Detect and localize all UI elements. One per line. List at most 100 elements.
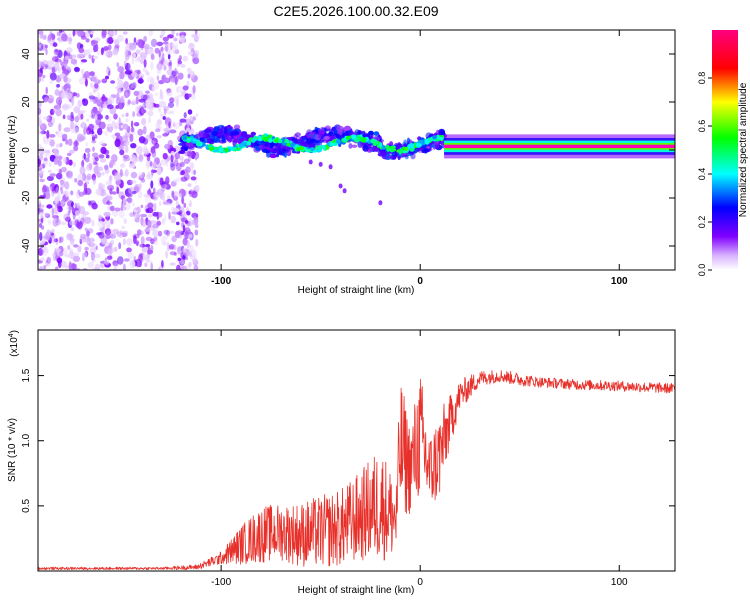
spectrogram-noise-dot: [83, 152, 86, 160]
spectrogram-noise-dot: [62, 103, 69, 111]
spectrogram-noise-dot: [160, 236, 167, 244]
spectrogram-noise-dot: [164, 128, 169, 135]
spectrogram-noise-dot: [134, 57, 139, 63]
spectrogram-noise-dot: [193, 169, 197, 175]
spectrogram-noise-dot: [180, 63, 186, 68]
spectrogram-noise-dot: [47, 219, 52, 225]
spectrogram-band-dot: [348, 130, 352, 134]
spectrogram-noise-dot: [152, 81, 159, 91]
spectrogram-band-dot: [348, 143, 353, 149]
spectrogram-noise-dot: [62, 114, 66, 120]
spectrogram-core-dot: [329, 142, 335, 147]
spectrogram-noise-dot: [166, 110, 173, 115]
spectrogram-core-dot: [410, 143, 415, 149]
spectrogram-noise-dot: [100, 188, 106, 197]
spectrogram-noise-dot: [66, 232, 73, 241]
spectrogram-core-dot: [218, 147, 224, 153]
spectrogram-noise-dot: [120, 203, 124, 212]
spectrogram-noise-dot: [110, 239, 114, 246]
spectrogram-noise-dot: [85, 157, 90, 163]
spectrogram-noise-dot: [174, 68, 177, 76]
spectrogram-noise-dot: [87, 152, 90, 159]
spectrogram-noise-dot: [109, 228, 113, 233]
spectrogram-noise-dot: [147, 110, 154, 117]
spectrogram-noise-dot: [80, 113, 84, 120]
spectrogram-band-dot: [233, 124, 241, 130]
spectrogram-core-dot: [428, 137, 433, 142]
spectrogram-noise-dot: [96, 50, 103, 56]
spectrogram-noise-dot: [106, 37, 110, 44]
spectrogram-noise-dot: [74, 252, 80, 257]
spectrogram-noise-dot: [145, 90, 150, 94]
spectrogram-noise-dot: [165, 176, 170, 185]
spectrogram-noise-dot: [63, 157, 67, 164]
spectrogram-core-dot: [241, 141, 248, 146]
spectrogram-noise-dot: [97, 166, 103, 172]
spectrogram-noise-dot: [40, 130, 47, 135]
spectrogram-noise-dot: [38, 247, 43, 256]
spectrogram-band-dot: [387, 155, 394, 159]
colorbar-axes: 0.0 0.2 0.4 0.6 0.8: [697, 72, 712, 276]
spectrogram-noise-dot: [113, 172, 122, 182]
spectrogram-noise-dot: [65, 138, 69, 145]
spectrogram-noise-dot: [118, 145, 125, 150]
spectrogram-core-dot: [234, 146, 237, 152]
spectrogram-noise-dot: [64, 82, 71, 91]
spectrogram-noise-dot: [107, 44, 112, 51]
spectrogram-band-dot: [301, 137, 307, 141]
spectrogram-noise-dot: [149, 161, 153, 167]
spectrogram-noise-dot: [105, 75, 109, 80]
stable-line-core: [444, 144, 675, 149]
spectrogram-band-dot: [228, 138, 232, 143]
spectrogram-noise-dot: [125, 92, 130, 97]
spectrogram-noise-dot: [91, 202, 98, 210]
spectrogram-noise-dot: [99, 262, 105, 269]
spectrogram-band-dot: [210, 131, 219, 137]
spectrogram-noise-dot: [142, 102, 147, 108]
spectrogram-noise-dot: [77, 189, 81, 195]
spectrogram-noise-dot: [87, 200, 92, 206]
spectrogram-noise-dot: [192, 116, 196, 121]
spectrogram-noise-dot: [100, 96, 108, 102]
spectrogram-noise-dot: [60, 166, 67, 173]
spectrogram-noise-dot: [150, 61, 154, 71]
spectrogram-noise-dot: [60, 91, 67, 99]
spectrogram-band-dot: [213, 138, 218, 143]
spectrogram-noise-dot: [173, 207, 180, 213]
spectrogram-noise-dot: [194, 30, 198, 33]
spectrogram-noise-dot: [187, 183, 192, 188]
spectrogram-band-dot: [271, 148, 277, 153]
spectrogram-noise-dot: [73, 106, 81, 114]
spectrogram-noise-dot: [38, 143, 42, 151]
spectrogram-noise-dot: [64, 181, 70, 190]
spectrogram-noise-dot: [97, 91, 100, 100]
spectrogram-noise-dot: [101, 218, 105, 222]
spectrogram-noise-dot: [107, 205, 111, 211]
spectrogram-noise-dot: [105, 247, 113, 255]
spectrogram-noise-dot: [158, 57, 165, 61]
spectrogram-noise-dot: [61, 191, 67, 195]
spectrogram-noise-dot: [147, 189, 152, 196]
spectrogram-noise-dot: [140, 107, 145, 115]
spectrogram-noise-dot: [143, 253, 146, 260]
spectrogram-noise-dot: [84, 216, 92, 224]
spectrogram-noise-dot: [161, 260, 164, 268]
spectrogram-noise-dot: [109, 205, 115, 212]
spectrogram-band-dot: [397, 155, 401, 160]
spectrogram-noise-dot: [74, 178, 78, 183]
spectrogram-noise-dot: [133, 53, 137, 58]
spectrogram-noise-dot: [129, 259, 136, 269]
spectrogram-noise-dot: [38, 199, 41, 204]
spectrogram-noise-dot: [153, 192, 160, 198]
spectrogram-noise-dot: [117, 66, 125, 73]
spectrogram-noise-dot: [88, 162, 92, 171]
spectrogram-core-dot: [225, 147, 229, 153]
spectrogram-noise-dot: [132, 111, 136, 118]
spectrogram-noise-dot: [93, 253, 101, 259]
spectrogram-noise-dot: [131, 57, 135, 65]
spectrogram-band-dot: [274, 145, 282, 151]
spectrogram-noise-dot: [43, 235, 51, 240]
spectrogram-noise-dot: [151, 149, 157, 158]
spectrogram-band-dot: [240, 131, 248, 138]
spectrogram-noise-dot: [73, 145, 79, 152]
